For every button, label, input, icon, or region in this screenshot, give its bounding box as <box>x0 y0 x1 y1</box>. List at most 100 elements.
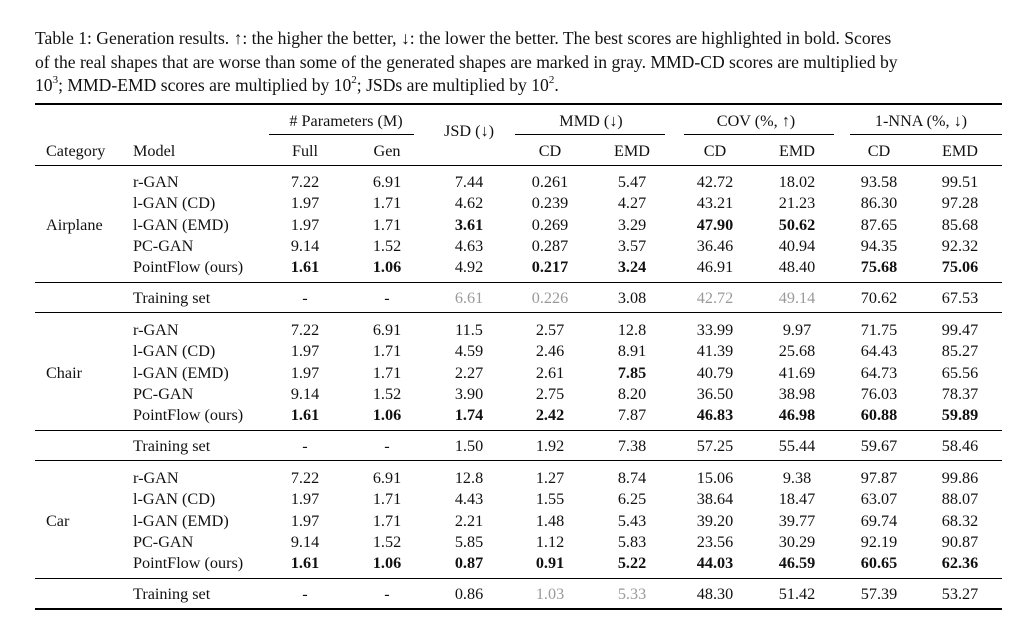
section-rule-airplane <box>35 312 1002 313</box>
category-car: Car <box>46 512 70 531</box>
row-car-4-mmd-emd: 5.83 <box>617 532 647 551</box>
row-car-2-jsd: 4.43 <box>454 490 484 509</box>
row-chair-1-mmd-emd: 12.8 <box>617 321 647 339</box>
header-nna-cd: CD <box>867 142 891 160</box>
row-airplane-training-nna-cd: 70.62 <box>860 289 898 307</box>
row-airplane-3-full: 1.97 <box>290 215 320 234</box>
row-car-2-nna-cd: 63.07 <box>860 490 898 509</box>
row-chair-3-cov-cd: 40.79 <box>696 363 734 382</box>
row-car-4-full: 9.14 <box>290 532 320 551</box>
row-chair-2-mmd-emd: 8.91 <box>617 342 647 361</box>
row-chair-1-jsd: 11.5 <box>455 321 483 339</box>
row-airplane-3-mmd-cd: 0.269 <box>531 215 569 234</box>
row-chair-2-nna-cd: 64.43 <box>860 342 898 361</box>
row-car-1-full: 7.22 <box>290 469 320 487</box>
training-rule-car <box>35 578 1002 579</box>
row-airplane-2-mmd-cd: 0.239 <box>531 194 569 213</box>
row-airplane-1-jsd: 7.44 <box>454 173 484 191</box>
header-params-group: # Parameters (M) <box>289 112 403 130</box>
row-car-training-gen: - <box>384 585 390 603</box>
row-car-1-mmd-emd: 8.74 <box>617 469 647 487</box>
row-airplane-5-full: 1.61 <box>290 258 320 277</box>
row-airplane-1-nna-cd: 93.58 <box>860 173 898 191</box>
row-chair-5-cov-emd: 46.98 <box>778 406 816 425</box>
row-car-1-gen: 6.91 <box>372 469 402 487</box>
row-airplane-4-gen: 1.52 <box>372 236 402 255</box>
row-airplane-5-nna-cd: 75.68 <box>860 258 898 277</box>
row-airplane-3-cov-cd: 47.90 <box>696 215 734 234</box>
training-rule-airplane <box>35 282 1002 283</box>
row-airplane-2-gen: 1.71 <box>372 194 402 213</box>
row-chair-5-mmd-cd: 2.42 <box>535 406 565 425</box>
row-chair-4-cov-emd: 38.98 <box>778 384 816 403</box>
header-rule <box>35 165 1002 166</box>
header-model: Model <box>133 142 176 160</box>
row-airplane-1-cov-cd: 42.72 <box>696 173 734 191</box>
row-airplane-2-model: l-GAN (CD) <box>133 194 216 213</box>
row-airplane-1-gen: 6.91 <box>372 173 402 191</box>
row-car-training-mmd-cd: 1.03 <box>535 585 565 603</box>
row-chair-2-mmd-cd: 2.46 <box>535 342 565 361</box>
row-chair-1-gen: 6.91 <box>372 321 402 339</box>
row-airplane-3-nna-emd: 85.68 <box>941 215 979 234</box>
row-chair-4-nna-cd: 76.03 <box>860 384 898 403</box>
bottom-rule <box>35 608 1002 610</box>
row-chair-1-cov-cd: 33.99 <box>696 321 734 339</box>
header-mmd-emd: EMD <box>614 142 650 160</box>
row-car-2-cov-emd: 18.47 <box>778 490 816 509</box>
row-car-4-gen: 1.52 <box>372 532 402 551</box>
row-airplane-4-cov-emd: 40.94 <box>778 236 816 255</box>
row-airplane-training-mmd-emd: 3.08 <box>617 289 647 307</box>
row-car-1-model: r-GAN <box>133 469 179 487</box>
row-car-1-jsd: 12.8 <box>454 469 484 487</box>
row-car-1-mmd-cd: 1.27 <box>535 469 565 487</box>
row-car-2-mmd-cd: 1.55 <box>535 490 565 509</box>
row-airplane-training-gen: - <box>384 289 390 307</box>
row-airplane-5-model: PointFlow (ours) <box>133 258 244 277</box>
row-car-2-gen: 1.71 <box>372 490 402 509</box>
category-chair: Chair <box>46 364 82 383</box>
row-chair-3-nna-emd: 65.56 <box>941 363 979 382</box>
row-car-3-jsd: 2.21 <box>454 511 484 530</box>
row-chair-3-mmd-emd: 7.85 <box>617 363 647 382</box>
header-nna-group: 1-NNA (%, ↓) <box>874 112 968 130</box>
caption-line-1: Table 1: Generation results. ↑: the high… <box>35 28 892 48</box>
row-airplane-4-mmd-emd: 3.57 <box>617 236 647 255</box>
top-rule <box>35 103 1002 105</box>
row-airplane-3-gen: 1.71 <box>372 215 402 234</box>
row-chair-training-mmd-emd: 7.38 <box>617 437 647 455</box>
caption-line-2: of the real shapes that are worse than s… <box>35 51 898 72</box>
row-car-4-nna-cd: 92.19 <box>860 532 898 551</box>
cov-underline <box>684 134 834 135</box>
row-chair-2-model: l-GAN (CD) <box>133 342 216 361</box>
header-mmd-cd: CD <box>538 142 562 160</box>
row-airplane-2-mmd-emd: 4.27 <box>617 194 647 213</box>
header-cov-emd: EMD <box>779 142 815 160</box>
caption-text: ; JSDs are multiplied by 10 <box>356 75 549 95</box>
row-chair-training-model: Training set <box>133 437 211 455</box>
row-chair-4-gen: 1.52 <box>372 384 402 403</box>
row-car-5-model: PointFlow (ours) <box>133 554 244 573</box>
row-chair-5-nna-cd: 60.88 <box>860 406 898 425</box>
training-rule-chair <box>35 430 1002 431</box>
row-car-training-cov-cd: 48.30 <box>696 585 734 603</box>
row-car-1-nna-emd: 99.86 <box>941 469 979 487</box>
row-car-3-mmd-emd: 5.43 <box>617 511 647 530</box>
row-car-training-cov-emd: 51.42 <box>778 585 816 603</box>
row-airplane-3-model: l-GAN (EMD) <box>133 215 229 234</box>
row-chair-4-mmd-emd: 8.20 <box>617 384 647 403</box>
row-car-4-model: PC-GAN <box>133 532 194 551</box>
row-airplane-1-model: r-GAN <box>133 173 179 191</box>
row-airplane-1-mmd-cd: 0.261 <box>531 173 569 191</box>
row-car-5-nna-emd: 62.36 <box>941 554 979 573</box>
row-chair-3-model: l-GAN (EMD) <box>133 363 229 382</box>
row-car-5-cov-emd: 46.59 <box>778 554 816 573</box>
row-airplane-3-nna-cd: 87.65 <box>860 215 898 234</box>
row-car-training-mmd-emd: 5.33 <box>617 585 647 603</box>
row-chair-5-mmd-emd: 7.87 <box>617 406 647 425</box>
row-chair-2-full: 1.97 <box>290 342 320 361</box>
row-car-2-full: 1.97 <box>290 490 320 509</box>
caption-exponent: 3 <box>52 74 59 87</box>
row-car-5-mmd-cd: 0.91 <box>535 554 565 573</box>
row-airplane-2-full: 1.97 <box>290 194 320 213</box>
